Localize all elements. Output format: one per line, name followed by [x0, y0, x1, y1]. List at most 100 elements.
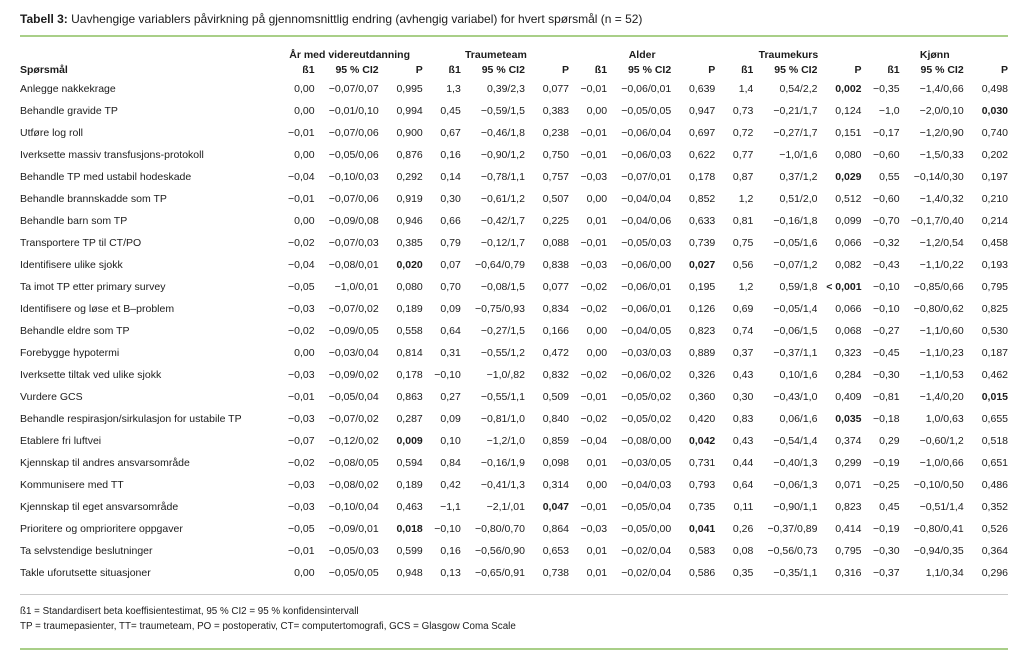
beta-cell: 0,00: [294, 149, 315, 161]
p-cell: 0,840: [542, 413, 569, 425]
beta-cell: −0,10: [434, 523, 461, 535]
beta-cell: −0,02: [580, 413, 608, 425]
p-cell: 0,594: [396, 457, 423, 469]
p-cell: 0,068: [835, 325, 862, 337]
question-cell: Iverksette massiv transfusjons-protokoll: [20, 149, 204, 161]
table-row: Kommunisere med TT −0,03 −0,08/0,02 0,189 0,…: [20, 474, 1008, 496]
col-group-traumeteam: Traumeteam: [464, 49, 527, 61]
p-cell: 0,225: [542, 215, 569, 227]
col-group-alder: Alder: [628, 49, 656, 61]
ci-cell: −0,60/1,2: [919, 435, 964, 447]
ci-cell: 0,54/2,2: [779, 83, 818, 95]
ci-cell: −0,56/0,90: [475, 545, 525, 557]
ci-cell: −0,16/1,8: [773, 215, 818, 227]
table-row: Ta selvstendige beslutninger −0,01 −0,05/0…: [20, 540, 1008, 562]
question-cell: Etablere fri luftvei: [20, 435, 102, 447]
p-cell: 0,697: [689, 127, 716, 139]
ci-cell: −0,80/0,62: [913, 303, 964, 315]
table-row: Etablere fri luftvei −0,07 −0,12/0,02 0,009…: [20, 430, 1008, 452]
beta-cell: 0,43: [732, 435, 754, 447]
beta-cell: −0,32: [873, 237, 900, 249]
ci-cell: −0,94/0,35: [913, 545, 964, 557]
table-row: Utføre log roll −0,01 −0,07/0,06 0,900 0,67 −…: [20, 122, 1008, 144]
ci-cell: 0,06/1,6: [779, 413, 818, 425]
col-p-4: P: [854, 63, 862, 76]
p-cell: 0,189: [396, 479, 423, 491]
p-cell: 0,296: [981, 567, 1008, 579]
p-cell: 0,739: [689, 237, 716, 249]
p-cell: 0,583: [689, 545, 716, 557]
beta-cell: −0,81: [873, 391, 900, 403]
ci-cell: −1,4/0,66: [919, 83, 964, 95]
beta-cell: −0,03: [287, 303, 315, 315]
beta-cell: 0,72: [732, 127, 754, 139]
beta-cell: −0,01: [287, 545, 315, 557]
table-caption: Tabell 3: Uavhengige variablers påvirkni…: [20, 12, 1008, 26]
beta-cell: −0,01: [580, 391, 608, 403]
ci-cell: −0,08/0,00: [621, 435, 672, 447]
beta-cell: 0,45: [879, 501, 900, 513]
beta-cell: 0,16: [440, 545, 461, 557]
table-row: Iverksette tiltak ved ulike sjokk −0,03 −0…: [20, 364, 1008, 386]
table-row: Behandle barn som TP 0,00 −0,09/0,08 0,946 0…: [20, 210, 1008, 232]
p-cell: 0,852: [689, 193, 716, 205]
p-cell: 0,077: [542, 83, 569, 95]
ci-cell: −0,05/0,03: [621, 237, 672, 249]
p-cell: 0,900: [396, 127, 423, 139]
beta-cell: 0,01: [586, 215, 608, 227]
ci-cell: −0,80/0,70: [475, 523, 525, 535]
col-beta-1: ß1: [302, 63, 315, 76]
p-cell: 0,735: [689, 501, 716, 513]
ci-cell: −0,02/0,04: [621, 567, 672, 579]
footnote-abbrev-stats: ß1 = Standardisert beta koeffisientestim…: [20, 606, 359, 617]
ci-cell: −0,06/0,01: [621, 303, 672, 315]
group-header-row: År med videreutdanning Traumeteam Alder …: [20, 39, 1008, 61]
p-cell: 0,586: [689, 567, 716, 579]
question-cell: Behandle respirasjon/sirkulasjon for ust…: [20, 413, 242, 425]
beta-cell: 0,30: [440, 193, 461, 205]
ci-cell: −0,59/1,5: [480, 105, 525, 117]
table-row: Behandle gravide TP 0,00 −0,01/0,10 0,994 0,…: [20, 100, 1008, 122]
beta-cell: 0,31: [440, 347, 461, 359]
beta-cell: −0,03: [287, 413, 315, 425]
ci-cell: −0,07/0,06: [328, 127, 379, 139]
beta-cell: 0,26: [732, 523, 754, 535]
beta-cell: −0,04: [287, 259, 315, 271]
col-ci-5: 95 % CI2: [920, 63, 964, 76]
ci-cell: −0,09/0,05: [328, 325, 379, 337]
beta-cell: 0,30: [732, 391, 754, 403]
ci-cell: −1,2/0,90: [919, 127, 964, 139]
table-caption-text: Uavhengige variablers påvirkning på gjen…: [67, 12, 643, 26]
ci-cell: −0,03/0,03: [621, 347, 672, 359]
beta-cell: 0,01: [586, 545, 608, 557]
beta-cell: −0,02: [580, 369, 608, 381]
p-cell: 0,876: [396, 149, 423, 161]
ci-cell: −1,2/0,54: [919, 237, 964, 249]
beta-cell: −0,30: [873, 545, 900, 557]
beta-cell: 0,43: [732, 369, 754, 381]
p-cell: 0,088: [542, 237, 569, 249]
p-cell: 0,015: [981, 391, 1008, 403]
p-cell: 0,098: [542, 457, 569, 469]
ci-cell: −0,80/0,41: [913, 523, 964, 535]
p-cell: 0,374: [835, 435, 862, 447]
p-cell: 0,018: [396, 523, 423, 535]
sub-header-row: Spørsmål ß1 95 % CI2 P ß1 95 % CI2 P ß1 …: [20, 61, 1008, 78]
p-cell: 0,202: [981, 149, 1008, 161]
beta-cell: 0,00: [294, 567, 315, 579]
p-cell: 0,948: [396, 567, 423, 579]
question-cell: Prioritere og omprioritere oppgaver: [20, 523, 183, 535]
col-p-1: P: [415, 63, 423, 76]
ci-cell: −0,81/1,0: [480, 413, 525, 425]
p-cell: 0,409: [835, 391, 862, 403]
ci-cell: −1,1/0,53: [919, 369, 964, 381]
ci-cell: −0,06/0,01: [621, 281, 672, 293]
beta-cell: −0,45: [873, 347, 900, 359]
beta-cell: 0,84: [440, 457, 461, 469]
question-cell: Vurdere GCS: [20, 391, 83, 403]
results-table: År med videreutdanning Traumeteam Alder …: [20, 39, 1008, 584]
ci-cell: −0,42/1,7: [480, 215, 525, 227]
beta-cell: −0,03: [287, 501, 315, 513]
col-beta-2: ß1: [448, 63, 461, 76]
beta-cell: −0,27: [873, 325, 900, 337]
